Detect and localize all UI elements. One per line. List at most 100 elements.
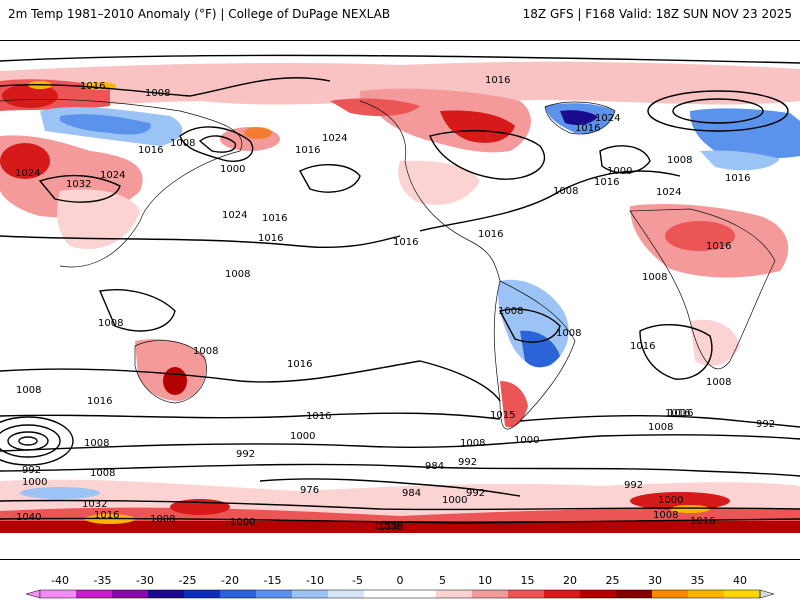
colorbar-tick-label: -5 — [352, 574, 363, 587]
isobar-line — [0, 463, 800, 477]
colorbar-swatch — [220, 590, 257, 598]
isobar-label: 1016 — [706, 241, 731, 252]
isobar-label: 1016 — [138, 145, 163, 156]
anomaly-area — [398, 160, 480, 205]
isobar-label: 1008 — [498, 306, 523, 317]
colorbar-arrow-left — [25, 589, 41, 599]
isobar-label: 1008 — [667, 155, 692, 166]
colorbar-tick-label: 20 — [563, 574, 577, 587]
colorbar-swatch — [436, 590, 473, 598]
isobar-label: 1016 — [393, 237, 418, 248]
isobar-line — [0, 424, 61, 458]
isobar-line — [179, 126, 254, 162]
colorbar-tick-label: -20 — [221, 574, 239, 587]
colorbar-tick-label: 0 — [397, 574, 404, 587]
isobar-label: 1024 — [656, 187, 681, 198]
isobar-label: 992 — [236, 449, 255, 460]
colorbar-tick-label: 25 — [606, 574, 620, 587]
colorbar-swatch — [40, 590, 77, 598]
colorbar-swatch — [112, 590, 149, 598]
isobar-label: 1000 — [442, 495, 467, 506]
isobar-label: 1008 — [84, 438, 109, 449]
anomaly-area — [500, 381, 528, 428]
isobar-label: 1000 — [22, 477, 47, 488]
isobar-label: 1000 — [220, 164, 245, 175]
colorbar-swatch — [652, 590, 689, 598]
isobar-label: 976 — [300, 485, 319, 496]
isobar-line — [0, 412, 501, 420]
isobar-label: 1008 — [642, 272, 667, 283]
isobar-label: 1024 — [100, 170, 125, 181]
isobar-lines — [0, 54, 800, 524]
colorbar-arrow-right — [759, 589, 775, 599]
coastline-north-america — [359, 100, 501, 282]
temperature-anomaly-shading — [0, 61, 800, 533]
colorbar-swatch — [724, 590, 761, 598]
anomaly-area — [163, 367, 187, 395]
isobar-label: 992 — [22, 465, 41, 476]
isobar-line — [519, 414, 800, 428]
isobar-label: 1015 — [490, 410, 515, 421]
isobar-label: 1024 — [222, 210, 247, 221]
colorbar-swatch — [328, 590, 365, 598]
isobar-label: 992 — [624, 480, 643, 491]
colorbar-swatch — [256, 590, 293, 598]
isobar-line — [198, 135, 237, 153]
isobar-label: 1016 — [262, 213, 287, 224]
isobar-line — [0, 235, 401, 249]
anomaly-area — [520, 330, 560, 368]
colorbar-tick-label: 40 — [733, 574, 747, 587]
isobar-label: 984 — [425, 461, 444, 472]
colorbar-swatch — [472, 590, 509, 598]
isobar-label: 1008 — [150, 514, 175, 525]
anomaly-area — [665, 221, 735, 251]
isobar-label: 1016 — [594, 177, 619, 188]
coastline-asia — [0, 98, 243, 268]
isobar-label: 1024 — [15, 168, 40, 179]
isobar-line — [0, 416, 74, 466]
isobar-label: 992 — [756, 419, 775, 430]
anomaly-area — [630, 492, 730, 510]
isobar-label: 1008 — [98, 318, 123, 329]
colorbar-swatch — [544, 590, 581, 598]
isobar-label: 1008 — [553, 186, 578, 197]
isobar-line — [0, 77, 331, 97]
isobar-line — [599, 145, 651, 174]
isobar-line — [38, 174, 121, 203]
isobar-line — [0, 517, 800, 524]
isobar-label: 1016 — [306, 411, 331, 422]
isobar-label: 1016 — [668, 408, 693, 419]
coastline-greenland — [544, 101, 616, 135]
isobar-label: 992 — [466, 488, 485, 499]
isobar-label: 1024 — [595, 113, 620, 124]
colorbar-swatch — [580, 590, 617, 598]
anomaly-area — [0, 61, 800, 108]
anomaly-area — [0, 521, 800, 533]
colorbar-tick-label: -15 — [264, 574, 282, 587]
anomaly-area — [440, 110, 515, 143]
isobar-line — [0, 434, 800, 452]
colorbar-tick-label: -40 — [51, 574, 69, 587]
colorbar-tick-label: -10 — [306, 574, 324, 587]
isobar-line — [419, 170, 681, 232]
isobar-label: 1008 — [706, 377, 731, 388]
colorbar-tick-label: 5 — [439, 574, 446, 587]
isobar-line — [0, 360, 501, 402]
anomaly-area — [20, 487, 100, 499]
colorbar-outline — [39, 589, 761, 599]
isobar-label: 1016 — [87, 396, 112, 407]
isobar-label: 1008 — [170, 138, 195, 149]
colorbar-swatch — [292, 590, 329, 598]
colorbar-tick-label: -35 — [94, 574, 112, 587]
isobar-line — [0, 499, 800, 511]
isobar-label: 1008 — [378, 522, 403, 533]
weather-map: 1016 1008 1008 1016 1016 1008 1024 1016 … — [0, 40, 800, 560]
colorbar-svg: -40 -35 -30 -25 -20 -15 -10 -5 0 5 10 15 20 25 30 35 40 — [25, 574, 775, 599]
isobar-line — [672, 98, 764, 124]
isobar-label: 1032 — [66, 179, 91, 190]
colorbar-swatch — [508, 590, 545, 598]
isobar-line — [18, 436, 38, 446]
anomaly-area — [60, 114, 151, 135]
colorbar-tick-label: -25 — [179, 574, 197, 587]
isobar-label: 1016 — [690, 516, 715, 527]
